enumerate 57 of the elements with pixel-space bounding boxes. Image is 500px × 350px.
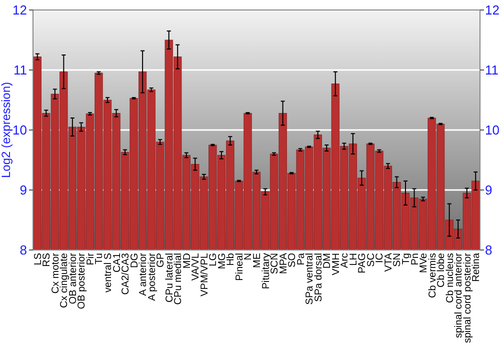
y-axis-title: Log2 (expression)	[0, 82, 13, 178]
x-tick-label: SO	[287, 252, 298, 268]
x-tick-label: Cb lobe	[436, 252, 448, 288]
x-tick-label: CPu medial	[173, 253, 184, 305]
x-tick-label: spinal cord anterior	[454, 252, 465, 338]
x-tick-label: Pir	[85, 252, 96, 266]
x-tick-label: Cx motor	[50, 252, 62, 294]
x-tick-label: LG	[208, 252, 220, 266]
x-tick-label: SPa dorsal	[313, 253, 324, 302]
x-tick-label: LH	[348, 253, 360, 266]
x-tick-label: Retina	[471, 252, 482, 282]
x-tick-label: Pa	[296, 252, 307, 266]
y-tick-label: 12	[12, 2, 27, 18]
x-tick-label: Pineal	[234, 253, 246, 281]
x-tick-label: MVe	[418, 252, 430, 274]
y-tick-label: 9	[20, 182, 27, 198]
y-tick-label: 11	[14, 62, 27, 78]
x-tick-label: ventral S	[103, 252, 114, 292]
x-tick-label: VPM/VPL	[199, 252, 210, 296]
x-tick-label: OB posterior	[76, 252, 88, 310]
x-tick-label: N	[243, 253, 254, 260]
y2-tick-label: 11	[485, 62, 498, 78]
x-tick-label: A posterior	[146, 252, 158, 301]
x-tick-label: DM	[322, 253, 334, 269]
y2-tick-label: 12	[485, 2, 500, 18]
y2-tick-label: 9	[485, 182, 492, 198]
y2-tick-label: 10	[485, 122, 500, 138]
x-tick-label: SCN	[270, 253, 281, 274]
y-tick-label: 10	[12, 122, 27, 138]
y2-tick-label: 8	[485, 242, 492, 258]
x-tick-label: IC	[374, 253, 386, 263]
x-tick-label: Arc	[340, 253, 351, 268]
x-tick-label: SN	[392, 253, 404, 267]
x-tick-label: OB anterior	[68, 252, 79, 304]
x-tick-label: DG	[129, 252, 140, 268]
x-tick-label: PAG	[357, 252, 368, 274]
x-tick-label: Pituitary	[260, 253, 272, 290]
x-tick-label: Cx cingulate	[59, 252, 70, 308]
x-tick-label: VMH	[330, 253, 342, 276]
x-tick-label: GP	[156, 252, 167, 268]
x-tick-label: Hb	[226, 252, 237, 266]
x-tick-label: CA2/CA3	[120, 252, 132, 295]
x-tick-label: spinal cord posterior	[462, 252, 474, 344]
x-tick-label: MPA	[278, 252, 290, 274]
x-tick-label: SC	[366, 253, 377, 267]
x-tick-label: CA1	[112, 252, 123, 272]
x-tick-label: A anterior	[138, 252, 150, 296]
x-tick-label: RS	[42, 252, 53, 267]
x-tick-label: Cb nucleus	[444, 253, 456, 304]
x-tick-label: ME	[252, 252, 263, 268]
x-tick-label: Tu	[94, 253, 106, 264]
x-tick-label: VTA	[383, 252, 394, 272]
x-tick-label: Pn	[410, 253, 421, 266]
x-tick-label: Tg	[401, 253, 412, 265]
x-tick-label: LS	[32, 252, 44, 266]
x-tick-label: MG	[216, 252, 228, 270]
y-tick-label: 8	[20, 242, 27, 258]
